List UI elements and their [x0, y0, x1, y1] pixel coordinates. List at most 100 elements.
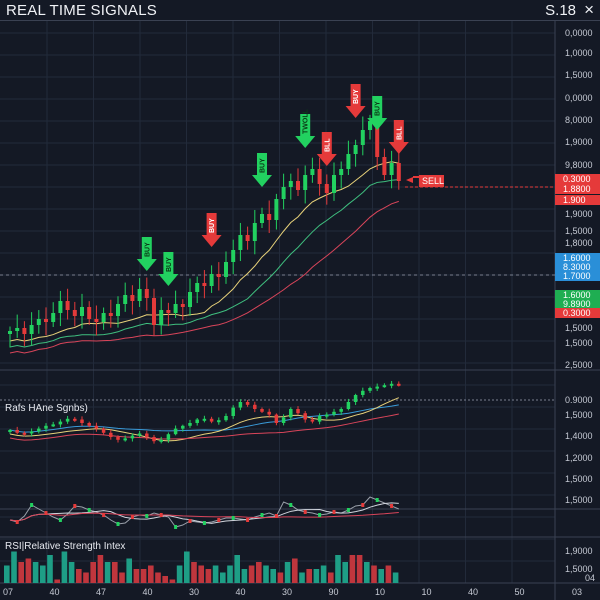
- candle: [353, 145, 358, 154]
- signal-arrow-sell: BLL: [388, 120, 409, 154]
- oscillator-candle: [303, 510, 307, 514]
- price-tick: 1,5000: [565, 495, 593, 505]
- price-tick: 1,5000: [565, 474, 593, 484]
- price-tick: 1,5000: [565, 338, 593, 348]
- candle: [245, 235, 250, 241]
- signal-box: [257, 153, 267, 175]
- signal-arrow-sell: BLL: [316, 132, 337, 166]
- signal-label: TWOLL: [303, 108, 310, 134]
- price-tick: 9,8000: [565, 160, 593, 170]
- price-tick: 1,5000: [565, 410, 593, 420]
- candle: [303, 175, 308, 190]
- rsi-bar: [306, 569, 312, 583]
- candle: [58, 301, 63, 313]
- rsi-bar: [126, 558, 132, 583]
- price-badge: [555, 308, 600, 318]
- time-tick: 30: [282, 587, 292, 597]
- oscillator-candle: [390, 504, 394, 508]
- rsi-bar: [364, 562, 370, 583]
- oscillator-candle: [159, 513, 163, 517]
- sell-badge: [419, 175, 444, 187]
- moving-average-line: [9, 397, 399, 442]
- candle: [267, 411, 271, 415]
- price-badge-label: 1.8800: [563, 184, 591, 194]
- candle: [130, 295, 135, 301]
- candle: [188, 292, 192, 307]
- time-tick: 30: [189, 587, 199, 597]
- signal-label: BUY: [209, 218, 216, 233]
- signal-pane: [8, 380, 401, 444]
- rsi-bar: [335, 555, 341, 583]
- rsi-bar: [176, 565, 183, 583]
- candle: [217, 420, 221, 423]
- rsi-bar: [349, 555, 356, 583]
- candle: [289, 409, 293, 418]
- candle: [346, 154, 351, 169]
- oscillator-candle: [217, 518, 221, 522]
- rsi-bar: [148, 565, 154, 583]
- price-tick: 1,5000: [565, 70, 593, 80]
- oscillator-candle: [289, 503, 293, 507]
- candle: [260, 214, 264, 223]
- oscillator-candle: [130, 515, 134, 519]
- rsi-bar: [40, 565, 46, 583]
- signal-box: [372, 96, 383, 118]
- rsi-bar: [342, 562, 348, 583]
- candle: [181, 425, 185, 429]
- candle: [116, 304, 120, 316]
- candle: [303, 413, 307, 420]
- candle: [87, 423, 91, 426]
- candle: [238, 402, 243, 408]
- rsi-bar: [97, 555, 104, 583]
- rsi-tick: 1,5000: [565, 564, 593, 574]
- oscillator-pane: [9, 496, 399, 529]
- rsi-bar: [320, 565, 327, 583]
- close-icon[interactable]: ×: [584, 0, 594, 19]
- time-tick: 40: [236, 587, 246, 597]
- candle: [389, 383, 394, 386]
- candle: [346, 402, 351, 409]
- candle: [396, 163, 401, 181]
- candle: [397, 383, 401, 386]
- rsi-bar: [54, 579, 60, 583]
- price-badge-label: 0.3000: [563, 174, 591, 184]
- candle: [152, 298, 156, 325]
- oscillator-signal-line: [9, 502, 399, 524]
- rsi-bar: [234, 555, 240, 583]
- oscillator-candle: [231, 516, 235, 520]
- arrow-down-icon: [316, 154, 337, 166]
- oscillator-candle: [116, 522, 120, 526]
- price-badge-label: 1.7000: [563, 271, 591, 281]
- time-tick: 40: [143, 587, 153, 597]
- candle: [195, 419, 199, 423]
- rsi-bar: [76, 569, 82, 583]
- oscillator-candle: [332, 510, 336, 514]
- time-tick: 10: [375, 587, 385, 597]
- candle: [368, 121, 372, 130]
- candle: [94, 319, 99, 322]
- candle: [281, 417, 286, 423]
- oscillator-candle: [202, 521, 206, 525]
- arrow-down-icon: [367, 118, 388, 130]
- oscillator-candle: [73, 504, 77, 508]
- grid: [0, 21, 555, 583]
- candle: [368, 388, 372, 391]
- candle: [238, 235, 243, 250]
- candle: [130, 435, 135, 439]
- oscillator-candle: [15, 520, 19, 524]
- rsi-bar: [162, 576, 168, 583]
- arrow-down-icon: [295, 136, 316, 148]
- signal-arrow-buy: TWOLL: [295, 108, 316, 148]
- rsi-bar: [155, 572, 161, 583]
- oscillator-candle: [87, 508, 91, 512]
- price-badge: [555, 184, 600, 194]
- candle: [8, 430, 12, 432]
- moving-average-line: [9, 413, 399, 441]
- candle: [173, 428, 178, 435]
- candle: [137, 433, 142, 436]
- candle: [137, 289, 142, 301]
- candle: [224, 416, 228, 421]
- arrow-down-icon: [345, 106, 366, 118]
- moving-average-line: [9, 179, 399, 348]
